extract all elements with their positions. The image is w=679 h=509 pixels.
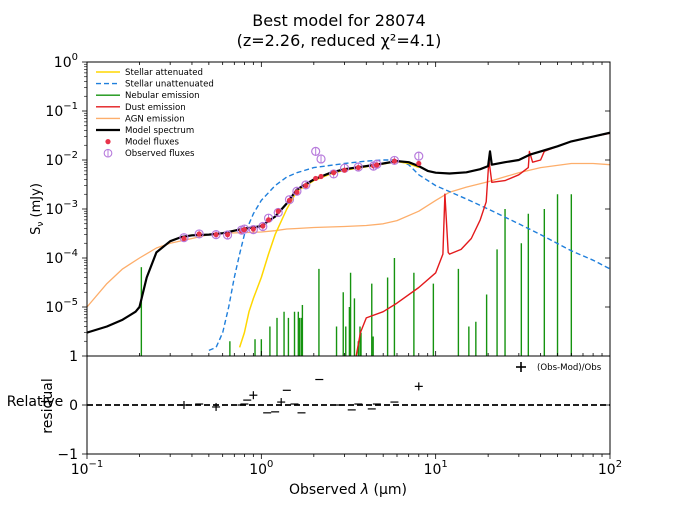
residual-xtick-label-0: 10−1 (71, 459, 104, 478)
model-flux-2 (213, 232, 219, 238)
series-stellar-unattenuated (208, 159, 610, 352)
model-flux-10 (286, 197, 293, 203)
legend-label-6: Model fluxes (125, 138, 180, 148)
ytick-exp: −3 (63, 199, 78, 210)
model-flux-15 (331, 170, 337, 176)
residual-ytick-label-0: −1 (57, 447, 78, 463)
x-axis-label-rest: (μm) (369, 482, 407, 498)
xtick-exp: −1 (89, 459, 104, 470)
main-ytick-label-6: 1 (69, 349, 78, 365)
model-flux-8 (265, 217, 272, 223)
y-axis-label-rest: (mJy) (29, 183, 44, 221)
residual-y-label: Relative (7, 394, 63, 410)
legend-marker-7 (103, 148, 113, 158)
residual-xtick-label-1: 100 (249, 459, 273, 478)
ytick-exp: 0 (72, 52, 78, 63)
xtick-base: 10 (598, 462, 616, 478)
legend: Stellar attenuated Stellar unattenuatedNe… (96, 68, 214, 159)
xtick-exp: 2 (616, 459, 622, 470)
model-flux-0 (181, 235, 187, 242)
model-flux-3 (224, 232, 231, 238)
residual-y-label-2: residual (40, 378, 56, 433)
ytick-exp: −4 (63, 248, 78, 259)
series-dust-emission (355, 132, 610, 356)
y-axis-label-main: S (29, 227, 44, 235)
legend-label-3: Dust emission (125, 103, 186, 113)
main-ytick-label-4: 10−4 (45, 248, 78, 267)
legend-label-1: Stellar unattenuated (125, 80, 214, 90)
residual-legend: (Obs-Mod)/Obs (516, 362, 602, 373)
model-flux-14 (318, 173, 324, 180)
model-flux-13 (313, 175, 319, 182)
residual-marks-group (87, 378, 610, 414)
model-flux-19 (374, 162, 380, 168)
xtick-base: 10 (424, 462, 442, 478)
legend-label-5: Model spectrum (125, 126, 194, 136)
y-axis-label: Sν (mJy) (29, 183, 46, 235)
model-flux-1 (196, 231, 202, 237)
legend-label-4: AGN emission (125, 114, 185, 124)
residual-xtick-label-3: 102 (598, 459, 622, 478)
residual-plot-frame (86, 355, 611, 455)
model-flux-17 (355, 164, 361, 171)
model-flux-11 (294, 189, 300, 195)
ytick-exp: −1 (63, 101, 78, 112)
model-flux-6 (250, 226, 256, 232)
ytick-base: 10 (45, 251, 63, 267)
ytick-exp: −5 (63, 297, 78, 308)
legend-label-7: Observed fluxes (125, 149, 195, 159)
model-flux-7 (260, 223, 266, 229)
ytick-base: 10 (45, 153, 63, 169)
xtick-exp: 0 (267, 459, 273, 470)
residual-y-label-line1: Relative (7, 394, 63, 410)
legend-label-0: Stellar attenuated (125, 68, 203, 78)
model-flux-20 (391, 158, 398, 164)
residual-ytick-label-1: 0 (69, 398, 78, 414)
xtick-base: 10 (71, 462, 89, 478)
series-agn-emission (87, 162, 610, 308)
ytick-base: 10 (45, 104, 63, 120)
main-points-group (179, 146, 424, 243)
residual-xtick-label-2: 101 (424, 459, 448, 478)
main-ytick-label-5: 10−5 (45, 297, 78, 316)
x-axis-label-lambda: λ (360, 482, 369, 498)
xtick-exp: 1 (441, 459, 447, 470)
ytick-base: 10 (54, 55, 72, 71)
xtick-base: 10 (249, 462, 267, 478)
x-axis-label-main: Observed (289, 482, 361, 498)
ytick-base: 10 (45, 202, 63, 218)
ytick-base: 10 (45, 300, 63, 316)
chart-subtitle: (z=2.26, reduced χ²=4.1) (237, 31, 442, 50)
y-axis-label-sub: ν (36, 222, 46, 227)
main-ytick-label-1: 10−1 (45, 101, 78, 120)
model-flux-9 (275, 208, 281, 214)
model-flux-21 (416, 160, 422, 167)
main-ytick-label-2: 10−2 (45, 150, 78, 169)
series-model-spectrum (87, 131, 610, 334)
legend-label-2: Nebular emission (125, 91, 200, 101)
chart-title: Best model for 28074 (252, 11, 425, 30)
legend-marker-6 (105, 139, 111, 145)
model-flux-12 (303, 183, 309, 189)
model-flux-5 (241, 226, 248, 233)
model-flux-16 (341, 167, 348, 173)
x-axis-label: Observed λ (μm) (289, 482, 407, 498)
series-stellar-attenuated (238, 160, 420, 348)
main-ytick-label-0: 100 (54, 52, 78, 71)
residual-legend-label: (Obs-Mod)/Obs (537, 363, 602, 373)
ytick-exp: −2 (63, 150, 78, 161)
main-ytick-label-3: 10−3 (45, 199, 78, 218)
